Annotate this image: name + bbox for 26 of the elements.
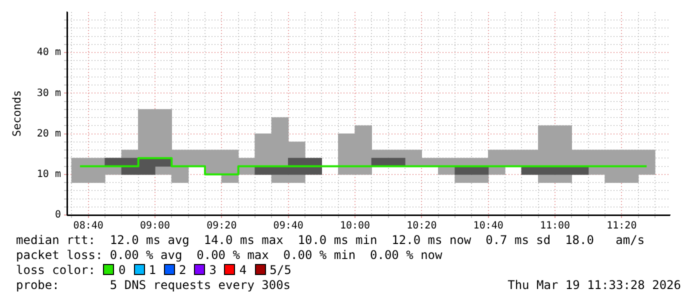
x-tick-label: 08:40 [73,220,104,232]
legend-label: 1 [148,263,156,277]
text: packet loss: 0.00 % avg 0.00 % max 0.00 % min 0.00 % now [16,248,444,263]
x-tick-label: 10:40 [473,220,504,232]
x-tick-label: 09:00 [140,220,170,232]
y-tick-label: 10 m [36,168,61,180]
y-tick-label: 40 m [36,47,61,58]
x-tick-label: 11:20 [606,220,637,232]
legend-label: 5/5 [268,263,292,277]
x-tick-label: 11:00 [540,220,570,232]
y-axis-title: Seconds [10,90,24,137]
text: Thu Mar 19 11:33:28 2026 [508,278,681,293]
y-tick-label: 0 [54,210,61,221]
x-tick-label: 09:40 [273,220,304,232]
text: median rtt: 12.0 ms avg 14.0 ms max 10.0 ms min 12.0 ms now 0.7 ms sd 18.0 am/s [16,233,646,248]
legend-label: 3 [208,263,216,277]
text: probe: 5 DNS requests every 300s [16,278,291,292]
x-tick-label: 09:20 [206,220,237,232]
legend-title: loss color: [16,263,96,277]
legend-label: 4 [238,263,247,277]
legend-label: 2 [178,263,186,277]
y-tick-label: 30 m [36,88,61,99]
legend-label: 0 [117,263,126,277]
x-tick-label: 10:00 [340,220,370,232]
y-tick-label: 20 m [36,128,61,140]
x-tick-label: 10:20 [406,220,437,232]
